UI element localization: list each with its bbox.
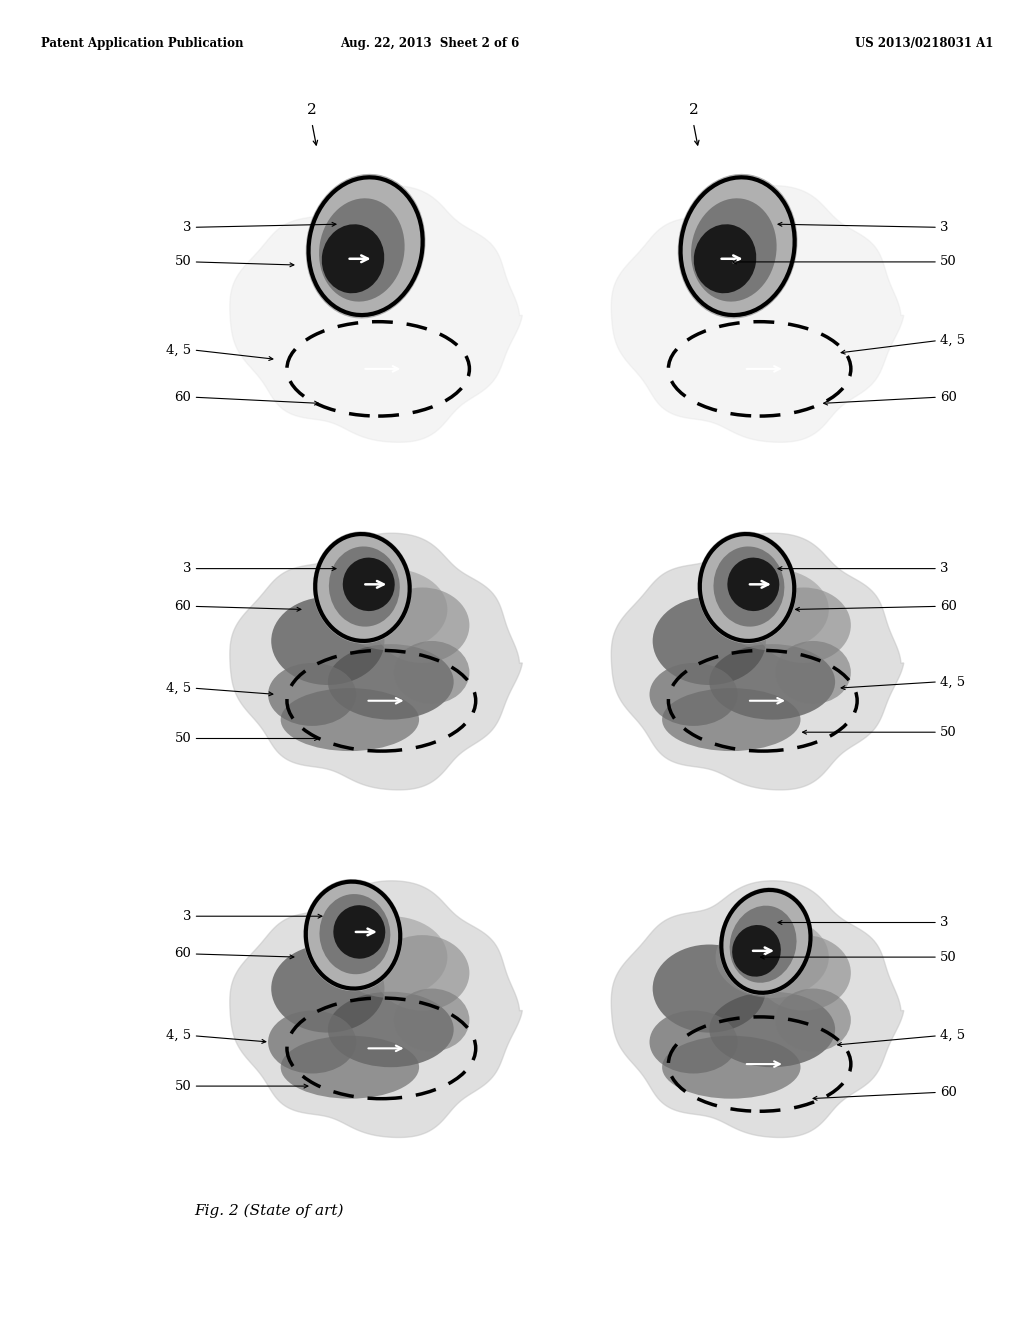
Text: 60: 60 [175, 948, 191, 961]
Text: c: c [233, 515, 242, 529]
Ellipse shape [775, 989, 851, 1052]
Text: 50: 50 [940, 950, 956, 964]
Ellipse shape [716, 916, 828, 998]
Ellipse shape [268, 663, 356, 726]
Text: 3: 3 [940, 916, 948, 929]
Text: b: b [614, 168, 625, 182]
Text: d: d [614, 515, 625, 529]
Ellipse shape [727, 557, 779, 611]
Polygon shape [611, 186, 904, 442]
Ellipse shape [730, 906, 797, 983]
Ellipse shape [714, 546, 784, 627]
Ellipse shape [313, 532, 412, 644]
Ellipse shape [334, 906, 385, 958]
Text: 3: 3 [940, 562, 948, 576]
Ellipse shape [394, 989, 469, 1052]
Text: 50: 50 [175, 255, 191, 268]
Ellipse shape [716, 569, 828, 651]
Text: 3: 3 [940, 220, 948, 234]
Ellipse shape [663, 688, 801, 751]
Ellipse shape [281, 688, 419, 751]
Text: Patent Application Publication: Patent Application Publication [41, 37, 244, 50]
Text: e: e [233, 863, 243, 876]
Ellipse shape [719, 887, 813, 995]
Ellipse shape [652, 945, 766, 1032]
Text: 50: 50 [175, 733, 191, 744]
Ellipse shape [343, 557, 394, 611]
Polygon shape [611, 186, 904, 442]
Polygon shape [229, 880, 522, 1138]
Ellipse shape [757, 587, 851, 663]
Text: 4, 5: 4, 5 [166, 1030, 191, 1043]
Ellipse shape [306, 174, 426, 318]
Text: Fig. 2 (State of art): Fig. 2 (State of art) [195, 1204, 344, 1218]
Polygon shape [229, 533, 522, 789]
Ellipse shape [281, 1036, 419, 1098]
Text: 60: 60 [175, 599, 191, 612]
Polygon shape [611, 880, 904, 1138]
Text: 4, 5: 4, 5 [940, 1030, 966, 1043]
Text: 2: 2 [688, 103, 698, 117]
Ellipse shape [649, 663, 737, 726]
Polygon shape [611, 533, 904, 789]
Text: 60: 60 [940, 391, 956, 404]
Ellipse shape [710, 644, 836, 719]
Text: 60: 60 [940, 1086, 956, 1098]
Text: 3: 3 [183, 220, 191, 234]
Text: 3: 3 [183, 909, 191, 923]
Ellipse shape [757, 935, 851, 1011]
Ellipse shape [268, 1011, 356, 1073]
Polygon shape [229, 880, 522, 1138]
Ellipse shape [691, 198, 776, 301]
Text: 60: 60 [175, 391, 191, 404]
Text: 4, 5: 4, 5 [166, 681, 191, 694]
Text: Aug. 22, 2013  Sheet 2 of 6: Aug. 22, 2013 Sheet 2 of 6 [340, 37, 520, 50]
Text: f: f [614, 863, 621, 876]
Ellipse shape [694, 224, 757, 293]
Ellipse shape [329, 546, 399, 627]
Polygon shape [229, 186, 522, 442]
Ellipse shape [319, 894, 390, 974]
Text: 4, 5: 4, 5 [940, 676, 966, 688]
Ellipse shape [678, 174, 798, 318]
Ellipse shape [663, 1036, 801, 1098]
Ellipse shape [328, 644, 454, 719]
Text: 60: 60 [940, 599, 956, 612]
Polygon shape [611, 880, 904, 1138]
Ellipse shape [328, 991, 454, 1067]
Ellipse shape [652, 597, 766, 685]
Ellipse shape [394, 642, 469, 704]
Ellipse shape [322, 224, 384, 293]
Text: 50: 50 [940, 255, 956, 268]
Text: 3: 3 [183, 562, 191, 576]
Ellipse shape [271, 597, 384, 685]
Ellipse shape [271, 945, 384, 1032]
Text: a: a [233, 168, 243, 182]
Text: 4, 5: 4, 5 [940, 334, 966, 347]
Text: 4, 5: 4, 5 [166, 343, 191, 356]
Ellipse shape [303, 879, 402, 991]
Text: US 2013/0218031 A1: US 2013/0218031 A1 [855, 37, 993, 50]
Ellipse shape [334, 916, 447, 998]
Text: 2: 2 [307, 103, 316, 117]
Ellipse shape [649, 1011, 737, 1073]
Ellipse shape [710, 991, 836, 1067]
Ellipse shape [375, 587, 469, 663]
Polygon shape [229, 186, 522, 442]
Polygon shape [611, 533, 904, 789]
Ellipse shape [334, 569, 447, 651]
Ellipse shape [375, 935, 469, 1011]
Ellipse shape [697, 532, 797, 644]
Text: 50: 50 [940, 726, 956, 739]
Polygon shape [229, 533, 522, 789]
Text: 50: 50 [175, 1080, 191, 1093]
Ellipse shape [319, 198, 404, 301]
Ellipse shape [732, 925, 781, 977]
Ellipse shape [775, 642, 851, 704]
